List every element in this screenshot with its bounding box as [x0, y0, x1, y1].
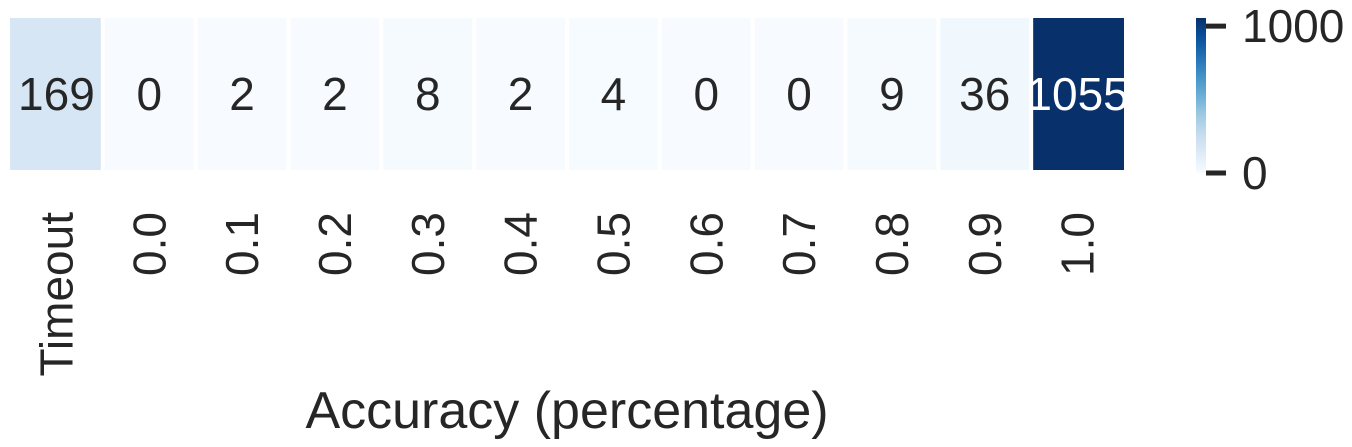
heatmap-cell	[290, 18, 380, 170]
heatmap-cell	[10, 18, 101, 170]
x-axis-tick-label: 0.2	[309, 212, 361, 276]
heatmap-cell-value: 2	[229, 68, 255, 120]
x-axis-tick-labels: Timeout 0.0 0.1 0.2 0.3 0.4 0.5 0.6 0.7 0.8 0.9 1.0	[30, 212, 1103, 377]
x-axis-tick-label: 0.8	[866, 212, 918, 276]
x-axis-tick-label: 0.3	[402, 212, 454, 276]
heatmap-cell	[754, 18, 844, 170]
heatmap-cell-labels: 169 0 2 2 8 2 4 0 0 9 36 1055	[18, 68, 1129, 120]
heatmap-cell-value: 8	[415, 68, 441, 120]
colorbar-ticks: 0 1000	[1206, 0, 1344, 199]
heatmap-cells	[10, 18, 1124, 170]
colorbar-gradient	[1196, 18, 1206, 173]
x-axis-tick-label: 0.5	[587, 212, 639, 276]
heatmap-cell-value: 1055	[1026, 68, 1128, 120]
heatmap-cell	[104, 18, 194, 170]
heatmap-cell-value: 4	[601, 68, 627, 120]
x-axis-tick-label: 0.1	[216, 212, 268, 276]
x-axis-tick-label: 0.7	[773, 212, 825, 276]
colorbar-tick-label: 1000	[1242, 0, 1344, 52]
x-axis-tick-label: 0.4	[495, 212, 547, 276]
x-axis-tick-label: 0.9	[959, 212, 1011, 276]
heatmap-cell	[847, 18, 937, 170]
heatmap-cell-value: 0	[786, 68, 812, 120]
x-axis-tick-label: 1.0	[1052, 212, 1104, 276]
heatmap-cell	[569, 18, 658, 170]
heatmap-cell	[197, 18, 287, 170]
heatmap-cell-value: 0	[136, 68, 162, 120]
colorbar-tick-label: 0	[1242, 147, 1268, 199]
heatmap-cell-value: 169	[18, 68, 95, 120]
x-axis-label: Accuracy (percentage)	[305, 382, 828, 440]
heatmap-cell-value: 0	[693, 68, 719, 120]
heatmap-cell	[383, 18, 473, 170]
x-axis-tick-label: Timeout	[30, 212, 82, 377]
heatmap-cell	[661, 18, 751, 170]
heatmap-cell-value: 9	[879, 68, 905, 120]
heatmap-cell	[1033, 18, 1124, 170]
heatmap-cell-value: 36	[959, 68, 1010, 120]
colorbar: 0 1000	[1196, 0, 1344, 199]
heatmap-cell	[940, 18, 1030, 170]
heatmap-cell-value: 2	[508, 68, 534, 120]
x-axis-tick-label: 0.0	[123, 212, 175, 276]
heatmap-cell	[476, 18, 565, 170]
heatmap-cell-value: 2	[322, 68, 348, 120]
x-axis-tick-label: 0.6	[680, 212, 732, 276]
